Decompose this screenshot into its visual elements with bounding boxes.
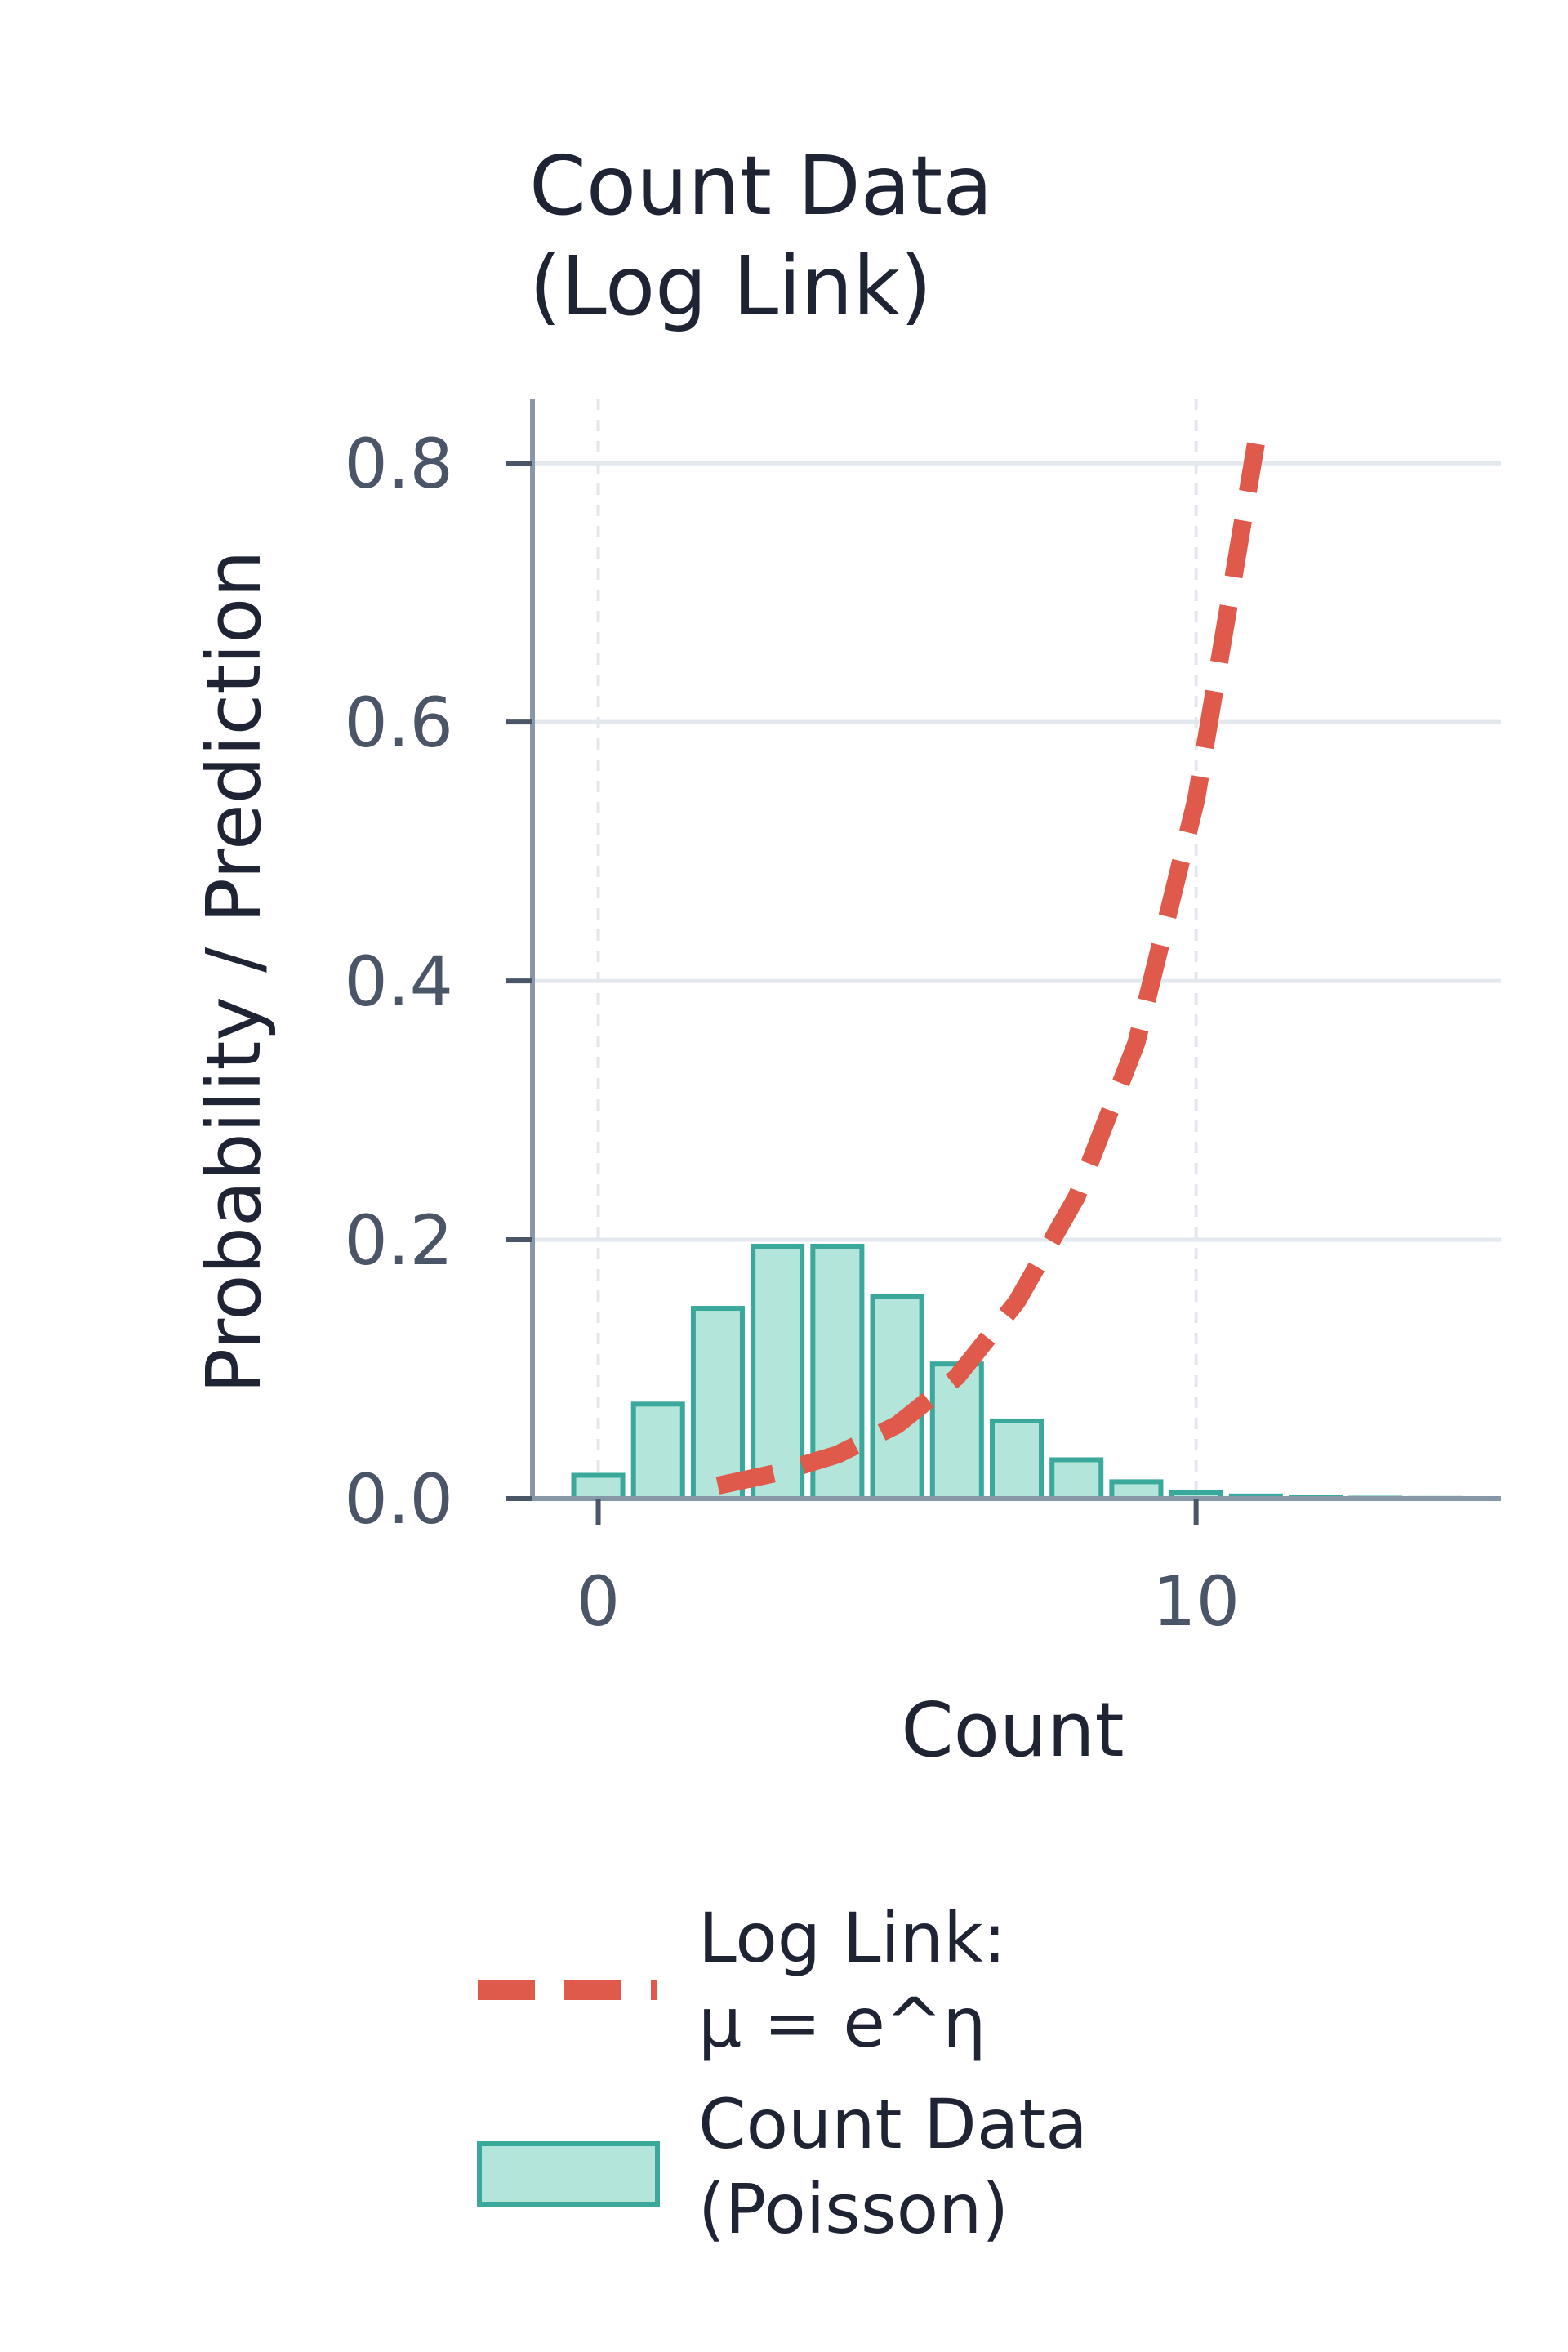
bar-3 — [751, 1243, 805, 1501]
legend-bar-swatch — [477, 2141, 660, 2207]
legend: Log Link: μ = e^η Count Data (Poisson) — [477, 1898, 1088, 2249]
axes — [506, 399, 1501, 1525]
bar-0 — [571, 1472, 626, 1502]
y-tick-label-3: 0.6 — [344, 683, 453, 763]
bar-8 — [1049, 1457, 1104, 1502]
log-link-line — [715, 442, 1265, 1494]
chart-title-line-1: Count Data — [529, 138, 993, 234]
y-tick-label-0: 0.0 — [344, 1459, 453, 1539]
tick-labels: 0.0 0.2 0.4 0.6 0.8 0 10 — [344, 424, 1240, 1642]
bar-1 — [630, 1401, 685, 1502]
chart-title-line-2: (Log Link) — [529, 238, 932, 334]
log-link-curve — [715, 442, 1265, 1494]
y-tick-label-1: 0.2 — [344, 1200, 453, 1281]
x-axis-label: Count — [901, 1686, 1124, 1774]
x-tick-label-1: 10 — [1152, 1561, 1240, 1642]
legend-line-label-2: μ = e^η — [698, 1983, 987, 2063]
y-axis-label: Probability / Prediction — [190, 550, 278, 1394]
legend-line-label-1: Log Link: — [698, 1898, 1006, 1978]
grid-lines — [532, 399, 1501, 1499]
bar-5 — [870, 1294, 924, 1501]
x-tick-label-0: 0 — [577, 1561, 620, 1642]
legend-bar-label-1: Count Data — [698, 2084, 1088, 2164]
bar-9 — [1109, 1479, 1164, 1501]
y-tick-label-4: 0.8 — [344, 424, 453, 504]
y-tick-label-2: 0.4 — [344, 942, 453, 1022]
bar-7 — [989, 1418, 1045, 1501]
legend-bar-label-2: (Poisson) — [698, 2169, 1009, 2249]
bar-2 — [690, 1306, 745, 1501]
